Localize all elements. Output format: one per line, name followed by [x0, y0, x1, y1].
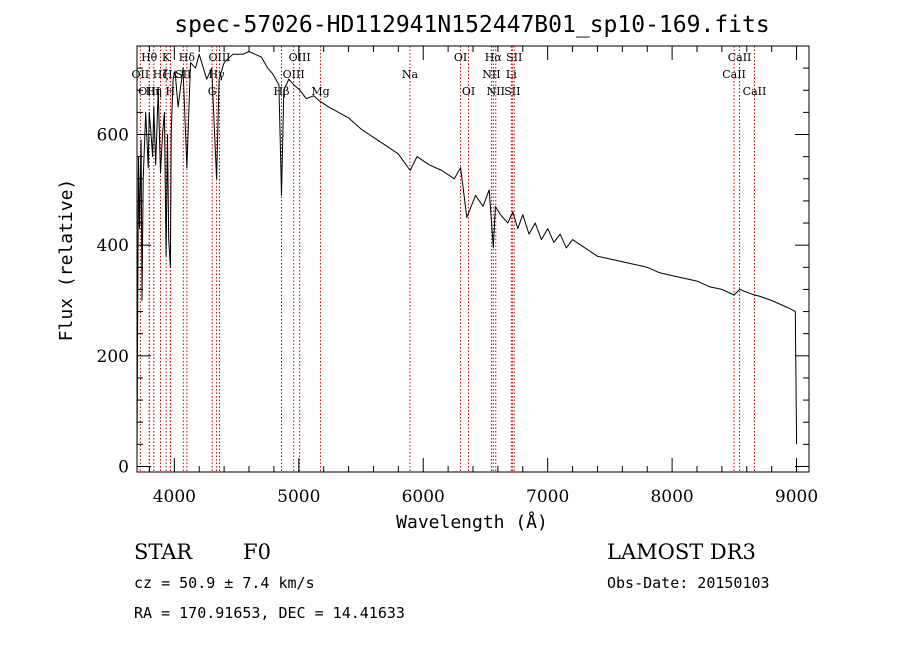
series-line-0 — [136, 51, 798, 456]
chart-title: spec-57026-HD112941N152447B01_sp10-169.f… — [174, 12, 769, 38]
line-label-5: Hε — [163, 68, 179, 81]
line-label-27: CaII — [722, 68, 746, 81]
y-tick-label: 200 — [97, 347, 129, 367]
line-label-0: Hθ — [141, 51, 158, 64]
line-label-10: OIII — [208, 51, 230, 64]
object-class: STAR — [134, 540, 193, 564]
line-label-8: SII — [175, 68, 191, 81]
x-tick-label: 5000 — [277, 487, 320, 507]
line-label-18: OI — [454, 51, 467, 64]
line-label-15: Hβ — [274, 85, 290, 98]
y-tick-label: 0 — [118, 457, 129, 477]
line-label-19: OI — [462, 85, 475, 98]
redshift-text: cz = 50.9 ± 7.4 km/s — [134, 574, 315, 592]
line-label-21: SII — [506, 51, 522, 64]
plot-frame — [136, 45, 810, 473]
line-label-16: Mg — [311, 85, 329, 98]
line-label-14: OIII — [283, 68, 305, 81]
line-label-17: Na — [402, 68, 419, 81]
line-label-3: Hη — [146, 85, 162, 98]
line-label-26: CaII — [728, 51, 752, 64]
x-tick-label: 4000 — [153, 487, 196, 507]
obs-date: Obs-Date: 20150103 — [607, 574, 770, 592]
line-label-24: NII — [487, 85, 505, 98]
survey-name: LAMOST DR3 — [607, 540, 756, 564]
x-tick-label: 9000 — [775, 487, 818, 507]
line-label-20: Hα — [485, 51, 503, 64]
x-tick-label: 8000 — [650, 487, 693, 507]
line-label-23: Li — [506, 68, 517, 81]
y-axis-label: Flux (relative) — [56, 179, 77, 342]
line-markers — [139, 46, 755, 472]
axis-ticks: 4000 5000 6000 7000 8000 9000 0 200 400 600 — [97, 46, 818, 507]
line-label-6: H — [166, 85, 176, 98]
series-layer — [136, 51, 798, 456]
x-tick-label: 7000 — [526, 487, 569, 507]
line-label-1: OII — [132, 68, 150, 81]
y-tick-label: 600 — [97, 126, 129, 146]
line-label-13: OIII — [289, 51, 311, 64]
line-label-9: Hδ — [179, 51, 196, 64]
coordinates: RA = 170.91653, DEC = 14.41633 — [134, 604, 405, 622]
line-label-22: NII — [482, 68, 500, 81]
line-label-7: Hζ — [153, 68, 169, 81]
x-axis-label: Wavelength (Å) — [396, 511, 548, 533]
line-label-28: CaII — [743, 85, 767, 98]
line-label-12: G — [208, 85, 217, 98]
line-label-25: SII — [504, 85, 520, 98]
y-tick-label: 400 — [97, 236, 129, 256]
line-label-4: K — [162, 51, 171, 64]
line-label-2: OIII — [138, 85, 160, 98]
spectral-subclass: F0 — [243, 540, 271, 564]
x-tick-label: 6000 — [402, 487, 445, 507]
line-label-11: Hγ — [209, 68, 226, 81]
